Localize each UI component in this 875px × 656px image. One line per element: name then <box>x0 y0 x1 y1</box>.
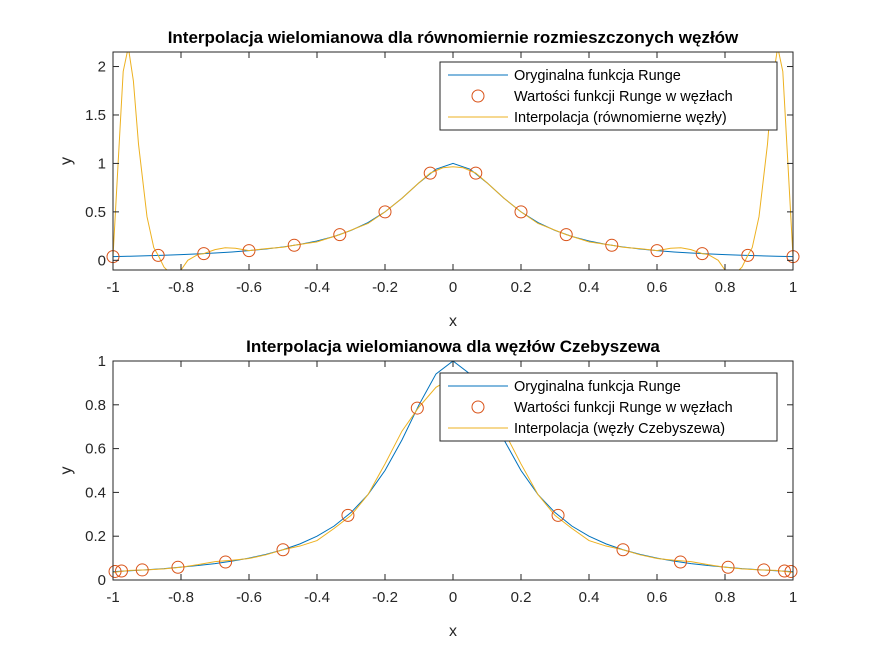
legend-entry-label: Wartości funkcji Runge w węzłach <box>514 400 733 416</box>
legend-box <box>439 61 778 131</box>
legend-entry-label: Interpolacja (równomierne węzły) <box>514 110 727 126</box>
chart-title: Interpolacja wielomianowa dla węzłów Cze… <box>246 337 660 356</box>
data-point-marker <box>276 543 290 557</box>
y-tick-label: 0.8 <box>85 397 106 414</box>
x-tick-label: 1 <box>789 589 797 606</box>
x-tick-label: 0 <box>449 589 457 606</box>
legend: Oryginalna funkcja Runge Wartości funkcji… <box>439 61 778 131</box>
chart-2: -1 -0.8 -0.6 -0.4 -0.2 0 0.2 0.4 0.6 0.8 1 0 0.2 0.4 0… <box>58 337 798 640</box>
y-tick-label: 0.4 <box>85 484 106 501</box>
x-axis-label: x <box>449 313 457 330</box>
y-tick-label: 1 <box>98 353 106 370</box>
data-point-marker <box>171 560 185 574</box>
y-axis-label: y <box>58 467 75 475</box>
data-point-marker <box>341 508 355 522</box>
legend-entry-label: Wartości funkcji Runge w węzłach <box>514 89 733 105</box>
data-point-marker <box>616 543 630 557</box>
data-point-marker <box>778 564 791 578</box>
x-tick-label: 0.4 <box>579 279 600 296</box>
x-tick-label: -0.4 <box>304 589 330 606</box>
y-tick-label: 0.6 <box>85 441 106 458</box>
data-point-marker <box>197 247 211 261</box>
data-point-marker <box>673 555 687 569</box>
y-tick-label: 0 <box>98 572 106 589</box>
x-tick-label: 0.8 <box>715 279 736 296</box>
x-tick-label: 0.8 <box>715 589 736 606</box>
data-point-marker <box>242 244 256 258</box>
legend-box <box>439 372 778 442</box>
y-tick-label: 0.5 <box>85 204 106 221</box>
legend-entry-label: Oryginalna funkcja Runge <box>514 68 681 84</box>
data-point-marker <box>650 244 664 258</box>
y-tick-label: 0.2 <box>85 528 106 545</box>
series-line-3 <box>113 52 793 270</box>
x-tick-label: -1 <box>106 279 119 296</box>
legend-marker-swatch <box>471 400 485 414</box>
y-axis-label: y <box>58 157 75 165</box>
data-point-marker <box>695 247 709 261</box>
series-line-1 <box>113 162 793 258</box>
x-tick-label: -0.2 <box>372 279 398 296</box>
chart-title: Interpolacja wielomianowa dla równomiern… <box>168 28 739 47</box>
data-point-marker <box>784 564 798 578</box>
x-tick-label: -1 <box>106 589 119 606</box>
data-point-marker <box>219 555 233 569</box>
x-tick-label: -0.8 <box>168 279 194 296</box>
x-tick-label: 0 <box>449 279 457 296</box>
legend-marker-swatch <box>471 89 485 103</box>
x-tick-label: 0.2 <box>511 589 532 606</box>
data-point-marker <box>108 564 122 578</box>
data-point-marker <box>741 248 755 262</box>
legend-entry-label: Oryginalna funkcja Runge <box>514 379 681 395</box>
y-tick-label: 2 <box>98 59 106 76</box>
data-point-marker <box>469 166 483 180</box>
y-tick-label: 1.5 <box>85 107 106 124</box>
x-axis-label: x <box>449 623 457 640</box>
data-point-marker <box>115 564 128 578</box>
data-point-marker <box>514 205 528 219</box>
data-point-marker <box>410 401 424 415</box>
data-point-marker <box>721 560 735 574</box>
y-tick-label: 0 <box>98 252 106 269</box>
x-tick-label: -0.2 <box>372 589 398 606</box>
x-tick-label: 0.2 <box>511 279 532 296</box>
data-point-marker <box>605 238 619 252</box>
x-tick-label: -0.4 <box>304 279 330 296</box>
x-tick-label: 0.4 <box>579 589 600 606</box>
data-point-marker <box>757 563 771 577</box>
data-point-marker <box>559 228 573 242</box>
y-tick-label: 1 <box>98 155 106 172</box>
plot-series-group <box>113 52 793 270</box>
data-point-marker <box>287 238 301 252</box>
series-line-1 <box>113 361 793 573</box>
legend-entry-label: Interpolacja (węzły Czebyszewa) <box>514 421 725 437</box>
data-point-marker <box>423 166 437 180</box>
data-point-marker <box>551 508 565 522</box>
data-point-marker <box>135 563 149 577</box>
x-tick-label: -0.6 <box>236 279 262 296</box>
x-tick-label: -0.8 <box>168 589 194 606</box>
data-point-marker <box>151 248 165 262</box>
x-tick-label: 0.6 <box>647 279 668 296</box>
x-tick-label: 1 <box>789 279 797 296</box>
x-tick-label: -0.6 <box>236 589 262 606</box>
x-tick-label: 0.6 <box>647 589 668 606</box>
chart-1: -1 -0.8 -0.6 -0.4 -0.2 0 0.2 0.4 0.6 0.8 1 0 0.5 1 1.5… <box>58 28 800 330</box>
data-point-marker <box>333 228 347 242</box>
legend: Oryginalna funkcja Runge Wartości funkcji… <box>439 372 778 442</box>
data-point-marker <box>378 205 392 219</box>
